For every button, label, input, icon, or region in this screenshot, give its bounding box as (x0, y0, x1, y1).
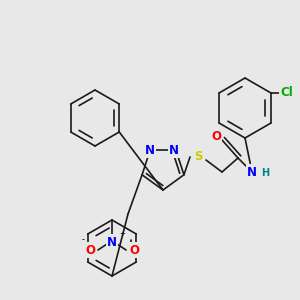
Text: N: N (247, 166, 257, 178)
Text: O: O (211, 130, 221, 143)
Text: O: O (129, 244, 139, 256)
Text: H: H (261, 168, 269, 178)
Text: Cl: Cl (280, 86, 293, 100)
Text: O: O (85, 244, 95, 256)
Text: S: S (194, 151, 202, 164)
Text: N: N (107, 236, 117, 248)
Text: -: - (82, 237, 85, 243)
Text: N: N (169, 144, 179, 157)
Text: N: N (145, 144, 155, 157)
Text: +: + (119, 231, 125, 237)
